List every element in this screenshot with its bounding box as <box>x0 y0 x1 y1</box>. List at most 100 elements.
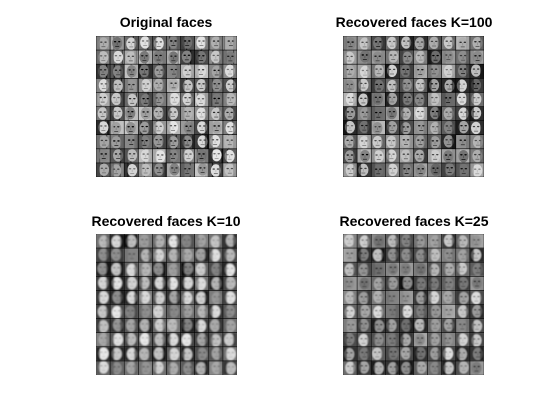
face-thumbnail <box>442 149 456 163</box>
face-thumbnail <box>181 149 195 163</box>
face-grid-image <box>96 234 237 375</box>
face-thumbnail <box>456 333 470 347</box>
face-thumbnail <box>470 248 484 262</box>
face-thumbnail <box>138 135 152 149</box>
panel-title: Recovered faces K=100 <box>284 14 544 30</box>
face-thumbnail <box>124 290 138 304</box>
face-thumbnail <box>399 361 413 375</box>
face-thumbnail <box>456 319 470 333</box>
panel-title: Original faces <box>36 14 296 30</box>
face-thumbnail <box>442 92 456 106</box>
face-thumbnail <box>181 333 195 347</box>
face-thumbnail <box>357 163 371 177</box>
face-thumbnail <box>442 50 456 64</box>
face-thumbnail <box>470 92 484 106</box>
face-thumbnail <box>456 107 470 121</box>
face-thumbnail <box>442 163 456 177</box>
face-thumbnail <box>209 64 223 78</box>
face-thumbnail <box>399 163 413 177</box>
face-thumbnail <box>456 36 470 50</box>
face-thumbnail <box>385 333 399 347</box>
face-thumbnail <box>138 290 152 304</box>
face-thumbnail <box>124 234 138 248</box>
face-thumbnail <box>152 149 166 163</box>
face-thumbnail <box>371 163 385 177</box>
face-thumbnail <box>414 248 428 262</box>
face-thumbnail <box>110 361 124 375</box>
face-thumbnail <box>209 333 223 347</box>
face-thumbnail <box>167 234 181 248</box>
face-thumbnail <box>209 50 223 64</box>
face-thumbnail <box>223 333 237 347</box>
face-thumbnail <box>428 319 442 333</box>
face-thumbnail <box>110 290 124 304</box>
face-thumbnail <box>399 64 413 78</box>
face-thumbnail <box>167 333 181 347</box>
face-thumbnail <box>138 276 152 290</box>
face-thumbnail <box>96 163 110 177</box>
face-thumbnail <box>428 361 442 375</box>
face-thumbnail <box>428 121 442 135</box>
face-thumbnail <box>470 163 484 177</box>
face-thumbnail <box>110 50 124 64</box>
face-thumbnail <box>124 248 138 262</box>
face-thumbnail <box>124 135 138 149</box>
face-thumbnail <box>414 319 428 333</box>
face-thumbnail <box>399 276 413 290</box>
face-thumbnail <box>209 262 223 276</box>
face-thumbnail <box>124 121 138 135</box>
face-thumbnail <box>470 121 484 135</box>
face-thumbnail <box>470 234 484 248</box>
face-thumbnail <box>152 234 166 248</box>
face-thumbnail <box>428 248 442 262</box>
face-thumbnail <box>110 347 124 361</box>
face-thumbnail <box>209 149 223 163</box>
face-thumbnail <box>96 50 111 64</box>
face-thumbnail <box>428 347 442 361</box>
face-thumbnail <box>470 319 484 333</box>
face-thumbnail <box>209 36 223 50</box>
face-thumbnail <box>470 276 484 290</box>
face-thumbnail <box>167 92 181 106</box>
face-thumbnail <box>223 135 237 149</box>
face-thumbnail <box>343 276 357 290</box>
face-thumbnail <box>124 149 138 163</box>
face-thumbnail <box>343 361 357 375</box>
face-thumbnail <box>96 135 110 149</box>
face-thumbnail <box>456 50 470 64</box>
face-thumbnail <box>209 92 223 106</box>
face-thumbnail <box>223 276 237 290</box>
face-thumbnail <box>138 107 152 121</box>
face-thumbnail <box>470 347 484 361</box>
face-thumbnail <box>385 92 399 106</box>
face-thumbnail <box>442 64 456 78</box>
face-thumbnail <box>442 347 456 361</box>
face-thumbnail <box>385 361 399 375</box>
face-thumbnail <box>428 333 442 347</box>
face-thumbnail <box>223 290 237 304</box>
face-thumbnail <box>152 262 166 276</box>
face-thumbnail <box>138 333 152 347</box>
face-thumbnail <box>96 36 111 50</box>
face-thumbnail <box>399 262 413 276</box>
face-thumbnail <box>110 333 124 347</box>
face-thumbnail <box>371 92 385 106</box>
panel-title: Recovered faces K=25 <box>284 213 544 229</box>
face-thumbnail <box>343 319 357 333</box>
face-thumbnail <box>442 234 456 248</box>
face-thumbnail <box>399 319 413 333</box>
face-thumbnail <box>167 319 181 333</box>
face-thumbnail <box>96 234 110 248</box>
face-thumbnail <box>343 347 357 361</box>
face-thumbnail <box>371 234 385 248</box>
face-thumbnail <box>209 121 224 135</box>
face-thumbnail <box>428 276 442 290</box>
face-thumbnail <box>414 163 428 177</box>
face-thumbnail <box>371 50 385 64</box>
face-thumbnail <box>470 333 484 347</box>
face-thumbnail <box>124 333 138 347</box>
face-thumbnail <box>209 163 223 177</box>
face-thumbnail <box>414 305 428 319</box>
face-thumbnail <box>181 121 195 135</box>
face-thumbnail <box>456 234 470 248</box>
